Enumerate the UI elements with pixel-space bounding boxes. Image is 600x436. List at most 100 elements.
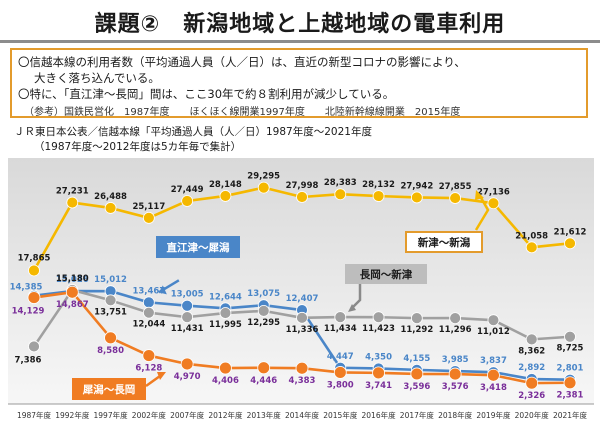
data-label: 21,612	[554, 227, 587, 237]
x-tick-label: 2021年度	[553, 410, 588, 420]
callout-box	[405, 231, 483, 253]
x-tick-label: 2015年度	[323, 410, 358, 420]
data-label: 4,446	[250, 376, 277, 386]
data-point	[257, 304, 270, 317]
callout-arrow-head	[348, 304, 356, 312]
data-label: 15,180	[56, 274, 89, 284]
callout-label: 犀潟～長岡	[82, 383, 136, 396]
data-label: 11,423	[362, 324, 395, 334]
data-label: 13,751	[94, 307, 127, 317]
x-tick-label: 2019年度	[476, 410, 511, 420]
x-tick-label: 1997年度	[94, 410, 129, 420]
x-tick-label: 2007年度	[170, 410, 205, 420]
data-point	[66, 196, 79, 209]
data-point	[219, 190, 232, 202]
data-point	[564, 237, 576, 250]
x-tick-label: 1992年度	[55, 410, 90, 420]
data-label: 3,576	[442, 382, 469, 392]
data-point	[333, 366, 347, 379]
data-point	[525, 241, 538, 254]
chart-caption-2: （1987年度～2012年度は5カ年毎で集計）	[34, 141, 242, 153]
data-label: 2,326	[518, 391, 545, 401]
data-label: 4,383	[289, 376, 316, 386]
callout-arrow-head	[157, 372, 166, 380]
data-point	[295, 361, 309, 375]
data-point	[27, 291, 41, 304]
data-point	[219, 361, 232, 375]
data-point	[563, 376, 577, 390]
data-label: 28,383	[324, 178, 357, 188]
data-label: 11,431	[171, 324, 204, 334]
title-area: 課題② 新潟地域と上越地域の電車利用	[0, 0, 600, 43]
data-point	[487, 314, 500, 327]
data-label: 4,447	[327, 352, 354, 362]
data-point	[142, 212, 155, 224]
data-point	[296, 191, 308, 203]
data-point	[219, 307, 232, 319]
callout-arrow	[145, 374, 161, 388]
data-label: 12,044	[132, 320, 165, 330]
data-point	[180, 357, 194, 371]
data-point	[525, 333, 538, 346]
data-label: 6,128	[135, 364, 162, 374]
data-point	[257, 361, 271, 375]
title-divider	[0, 40, 600, 43]
data-label: 29,295	[247, 172, 280, 182]
data-label: 15,012	[94, 275, 127, 285]
data-point	[142, 306, 155, 319]
data-label: 3,741	[365, 381, 392, 391]
data-label: 11,995	[209, 320, 242, 330]
data-label: 2,801	[557, 364, 584, 374]
data-point	[564, 330, 576, 343]
data-point	[142, 349, 156, 362]
x-tick-label: 2016年度	[362, 410, 397, 420]
data-point	[28, 264, 40, 277]
data-label: 25,117	[132, 202, 165, 212]
data-point	[410, 191, 423, 204]
data-label: 11,296	[439, 325, 472, 335]
data-point	[449, 312, 462, 325]
data-label: 3,985	[442, 355, 469, 365]
callout-arrow-head	[158, 285, 167, 295]
data-label: 13,467	[132, 286, 165, 296]
data-point	[372, 311, 385, 324]
data-label: 21,058	[515, 231, 548, 241]
callout-box	[72, 378, 146, 400]
data-label: 27,136	[477, 187, 510, 197]
data-label: 14,385	[10, 283, 43, 293]
data-label: 4,406	[212, 376, 239, 386]
x-tick-label: 2020年度	[515, 410, 550, 420]
data-point	[104, 331, 117, 345]
data-point	[487, 368, 500, 382]
data-label: 8,362	[518, 346, 545, 356]
data-label: 11,434	[324, 324, 357, 334]
data-point	[372, 190, 385, 202]
data-label: 11,292	[400, 325, 433, 335]
note-line-2: 大きく落ち込んでいる。	[34, 71, 160, 85]
data-point	[372, 366, 385, 380]
data-label: 27,231	[56, 187, 89, 197]
data-label: 26,488	[94, 192, 127, 202]
callout-label: 長岡～新津	[360, 268, 413, 281]
data-point	[104, 202, 117, 214]
data-point	[296, 311, 308, 324]
series-callout: 新津～新潟	[405, 190, 490, 253]
data-label: 15,026	[56, 275, 89, 285]
page-title: 課題② 新潟地域と上越地域の電車利用	[94, 12, 506, 37]
data-point	[142, 296, 155, 309]
series-callout: 犀潟～長岡	[72, 372, 166, 400]
chart-caption-1: ＪＲ東日本公表／信越本線「平均通過人員（人／日）1987年度～2021年度	[14, 126, 372, 138]
data-label: 3,837	[480, 356, 507, 366]
data-point	[487, 197, 500, 210]
data-label: 12,407	[286, 294, 319, 304]
callout-arrow-head	[475, 190, 484, 200]
data-point	[28, 340, 40, 353]
x-tick-label: 2017年度	[400, 410, 435, 420]
x-tick-label: 2018年度	[438, 410, 473, 420]
notes-box: 〇信越本線の利用者数（平均通過人員（人／日）は、直近の新型コロナの影響により、 …	[10, 48, 588, 118]
data-point	[448, 367, 462, 381]
data-label: 27,855	[439, 182, 472, 192]
data-point	[181, 299, 194, 312]
data-point	[104, 294, 117, 307]
